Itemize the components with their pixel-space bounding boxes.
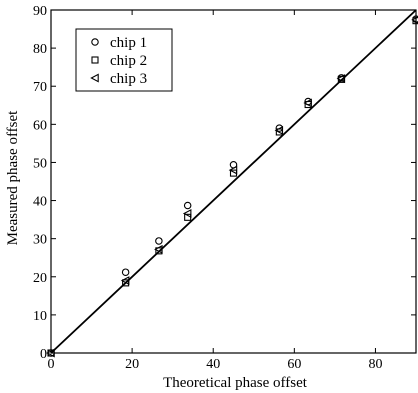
data-point-circle bbox=[121, 268, 130, 276]
x-tick-label: 0 bbox=[48, 357, 55, 372]
data-point-triangle-left bbox=[303, 98, 312, 108]
y-tick-label: 40 bbox=[33, 195, 47, 210]
data-point-triangle-left bbox=[182, 208, 192, 219]
x-tick-label: 60 bbox=[287, 357, 301, 372]
legend-label: chip 2 bbox=[110, 53, 147, 69]
data-point-triangle-left bbox=[336, 74, 346, 84]
y-tick-label: 50 bbox=[33, 156, 47, 171]
legend-label: chip 3 bbox=[110, 71, 147, 87]
y-tick-label: 0 bbox=[40, 347, 47, 362]
plot-frame bbox=[50, 9, 417, 354]
y-tick-label: 80 bbox=[33, 42, 47, 57]
y-tick-label: 90 bbox=[33, 4, 47, 19]
data-point-triangle-left bbox=[411, 16, 418, 24]
y-tick-label: 60 bbox=[33, 118, 47, 133]
legend-marker-square bbox=[91, 56, 99, 64]
y-tick-label: 30 bbox=[33, 233, 47, 248]
x-tick-label: 80 bbox=[368, 357, 382, 372]
data-point-triangle-left bbox=[274, 125, 284, 135]
y-tick-label: 10 bbox=[33, 309, 47, 324]
data-point-circle bbox=[183, 201, 192, 210]
legend-label: chip 1 bbox=[110, 35, 147, 51]
x-tick-label: 20 bbox=[125, 357, 139, 372]
data-point-triangle-left bbox=[154, 244, 163, 254]
data-point-triangle-left bbox=[120, 276, 130, 286]
data-point-triangle-left bbox=[228, 165, 238, 175]
data-point-circle bbox=[155, 237, 163, 245]
y-tick-label: 20 bbox=[33, 271, 47, 286]
data-point-triangle-left bbox=[46, 348, 55, 358]
reference-line bbox=[50, 9, 417, 354]
legend-marker-triangle-left bbox=[90, 73, 99, 83]
x-axis-label: Theoretical phase offset bbox=[163, 375, 308, 391]
legend-marker-circle bbox=[91, 38, 99, 46]
y-axis-label: Measured phase offset bbox=[5, 110, 21, 246]
x-tick-label: 40 bbox=[206, 357, 220, 372]
y-tick-label: 70 bbox=[33, 80, 47, 95]
